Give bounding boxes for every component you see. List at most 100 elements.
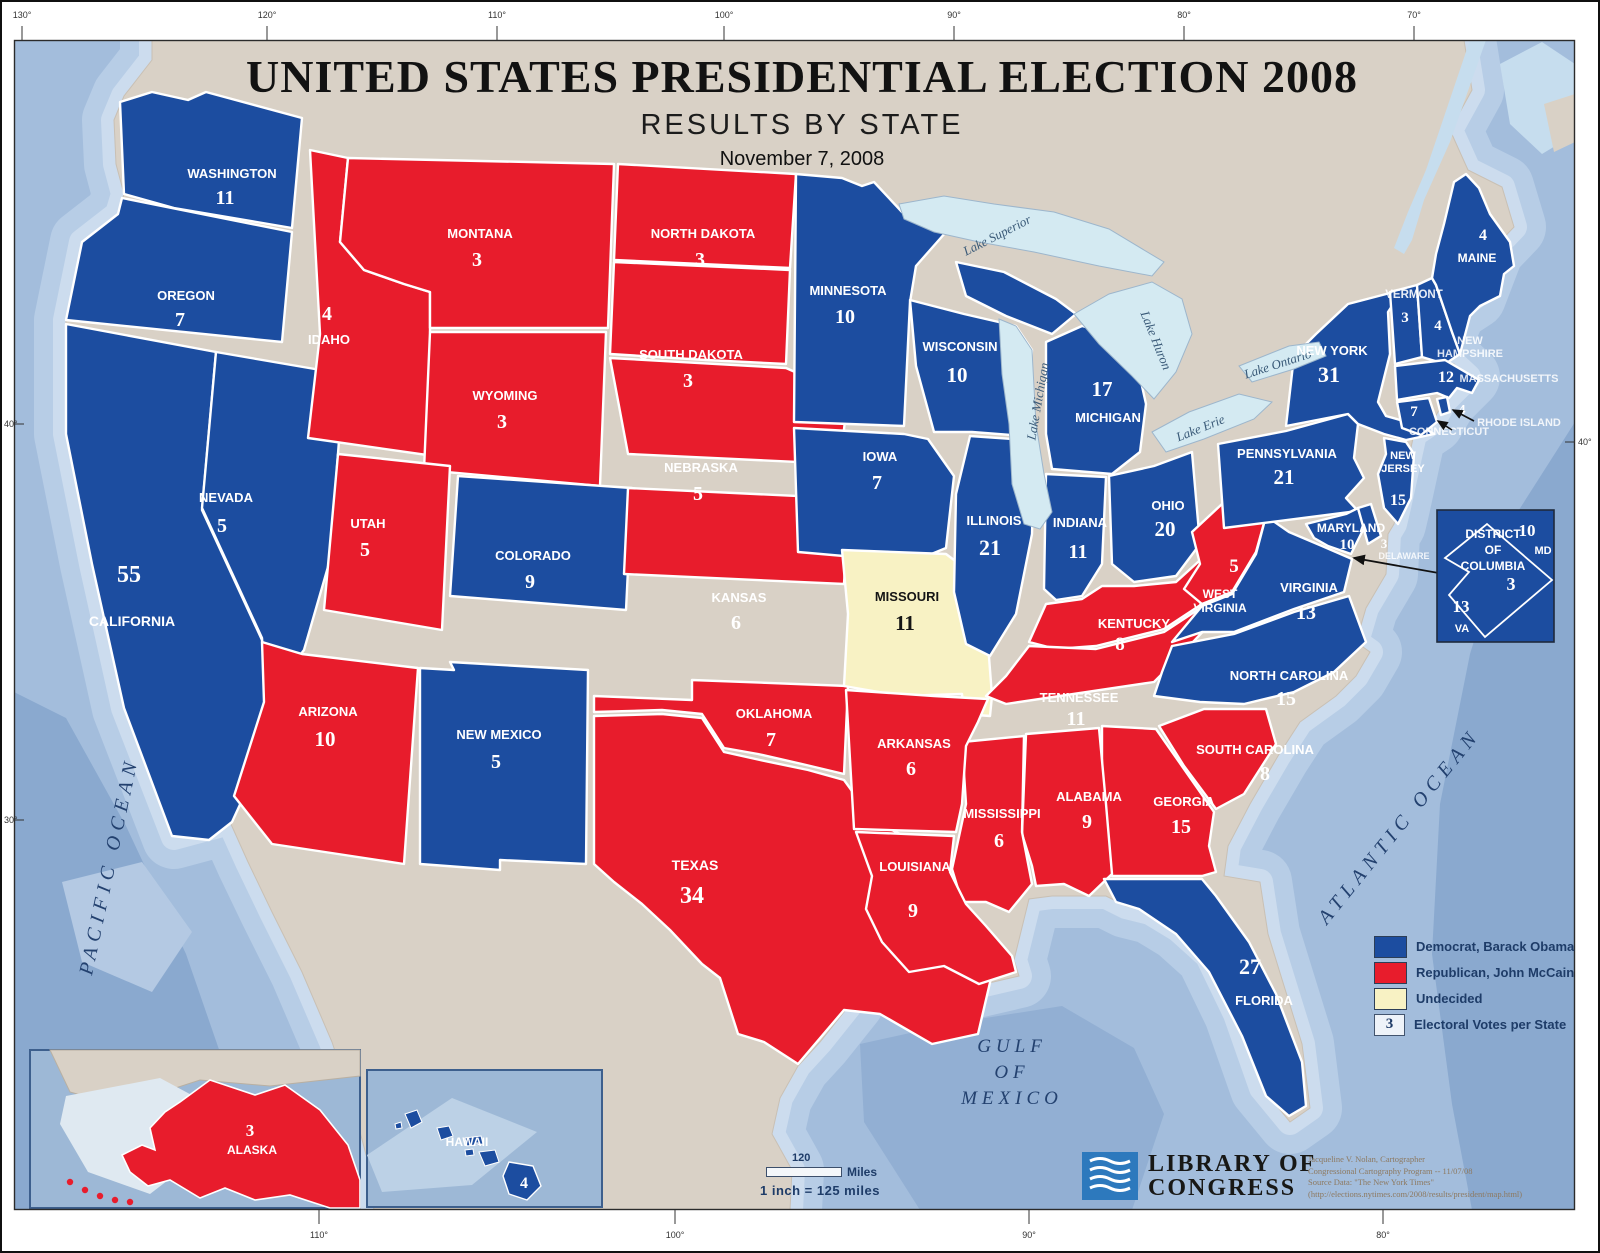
legend-item-republican: Republican, John McCain — [1374, 961, 1575, 984]
state-name-label: MISSISSIPPI — [963, 806, 1040, 821]
state-ev-label: 12 — [1438, 369, 1454, 386]
state-ev-label: 11 — [1067, 708, 1086, 730]
state-name-label: WEST VIRGINIA — [1193, 587, 1247, 615]
nova-scotia-land — [1544, 94, 1575, 152]
state-name-label: ILLINOIS — [967, 513, 1022, 528]
state-name-label: NEW HAMPSHIRE — [1437, 335, 1503, 360]
state-ev-label: 4 — [322, 303, 332, 325]
library-of-congress-wordmark: LIBRARY OF CONGRESS — [1148, 1152, 1316, 1200]
scale-ratio: 1 inch = 125 miles — [760, 1183, 880, 1198]
state-sc — [1157, 707, 1278, 811]
state-name-label: LOUISIANA — [879, 859, 951, 874]
dc-inset-md-ev-label: 10 — [1519, 521, 1536, 540]
state-ev-label: 3 — [1381, 536, 1388, 551]
state-ny — [1284, 291, 1436, 442]
undecided-legend-label: Undecided — [1416, 991, 1483, 1006]
state-ev-label: 3 — [497, 411, 507, 433]
state-ev-label: 27 — [1239, 954, 1261, 979]
state-name-label: MASSACHUSETTS — [1459, 373, 1558, 385]
state-tx — [592, 712, 994, 1066]
state-name-label: OKLAHOMA — [736, 706, 813, 721]
scale-distance: 120 — [792, 1152, 811, 1164]
democrat-legend-label: Democrat, Barack Obama — [1416, 939, 1575, 954]
state-alaska — [120, 1079, 361, 1209]
state-name-label: CALIFORNIA — [89, 613, 175, 629]
state-mt — [338, 156, 616, 330]
state-name-label: ALABAMA — [1056, 789, 1122, 804]
hawaii-name-label: HAWAII — [446, 1135, 489, 1149]
state-ev-label: 9 — [525, 571, 535, 593]
map-neatline — [13, 39, 1576, 1211]
state-name-label: VERMONT — [1385, 289, 1443, 301]
state-ev-label: 10 — [835, 306, 855, 328]
state-ri — [1435, 395, 1452, 417]
state-ev-label: 13 — [1296, 602, 1316, 624]
state-ev-label: 10 — [947, 363, 968, 387]
hawaii-island — [464, 1135, 484, 1147]
alaska-aleutian-island — [66, 1178, 74, 1186]
dc-name-label: OF — [1485, 543, 1502, 557]
graticule-label-bottom: 100° — [666, 1230, 685, 1240]
state-name-label: KENTUCKY — [1098, 616, 1171, 631]
graticule-label-top: 130° — [13, 10, 32, 20]
state-md — [1304, 506, 1366, 556]
scale-bar-rule — [766, 1167, 842, 1177]
electoral-votes-legend-label: Electoral Votes per State — [1414, 1017, 1567, 1032]
state-name-label: CONNECTICUT — [1409, 426, 1489, 438]
graticule-label-bottom: 110° — [310, 1230, 328, 1240]
state-ev-label: 5 — [360, 539, 370, 561]
state-ev-label: 5 — [217, 515, 227, 537]
state-name-label: SOUTH DAKOTA — [639, 347, 743, 362]
state-name-label: IDAHO — [308, 332, 350, 347]
loc-line2: CONGRESS — [1148, 1175, 1297, 1201]
alaska-aleutian-island — [81, 1186, 89, 1194]
state-name-label: ARKANSAS — [877, 736, 951, 751]
state-in — [1042, 472, 1108, 602]
state-ev-label: 7 — [175, 309, 185, 331]
hawaii-island — [394, 1121, 403, 1130]
republican-legend-label: Republican, John McCain — [1416, 965, 1575, 980]
dc-name-label: COLUMBIA — [1461, 559, 1526, 573]
democrat-color-swatch — [1374, 935, 1407, 958]
state-name-label: MARYLAND — [1317, 521, 1386, 535]
state-ev-label: 11 — [1069, 541, 1088, 563]
state-name-label: NEBRASKA — [664, 460, 738, 475]
state-name-label: RHODE ISLAND — [1477, 417, 1561, 429]
state-oh — [1107, 450, 1202, 584]
state-wy — [422, 330, 608, 488]
state-name-label: GEORGIA — [1153, 794, 1215, 809]
state-ev-label: 3 — [1401, 310, 1409, 326]
state-ev-label: 7 — [872, 472, 882, 494]
state-name-label: SOUTH CAROLINA — [1196, 742, 1314, 757]
state-ev-label: 11 — [216, 187, 235, 209]
state-name-label: NORTH CAROLINA — [1230, 668, 1349, 683]
state-name-label: FLORIDA — [1235, 993, 1293, 1008]
lake-lake-michigan — [998, 318, 1053, 530]
state-nm — [418, 660, 590, 872]
state-name-label: INDIANA — [1053, 515, 1108, 530]
state-az — [232, 640, 420, 866]
state-ev-label: 6 — [906, 758, 916, 780]
state-ev-label: 15 — [1276, 688, 1296, 710]
graticule-label-right: 40° — [1578, 437, 1592, 447]
alaska-aleutian-island — [111, 1196, 119, 1204]
pacific-light-patch — [62, 862, 192, 992]
state-name-label: MINNESOTA — [809, 283, 887, 298]
state-name-label: MISSOURI — [875, 589, 939, 604]
state-pa — [1216, 412, 1366, 530]
state-wa — [118, 90, 304, 230]
graticule-label-bottom: 90° — [1022, 1230, 1036, 1240]
state-ev-label: 7 — [766, 729, 776, 751]
state-name-label: ARIZONA — [298, 704, 358, 719]
state-ev-label: 17 — [1092, 377, 1113, 401]
state-ev-label: 4 — [1434, 318, 1442, 334]
state-name-label: TENNESSEE — [1040, 690, 1119, 705]
state-ev-label: 10 — [1340, 537, 1355, 553]
state-ut — [322, 452, 452, 632]
state-va — [1170, 514, 1354, 644]
republican-color-swatch — [1374, 961, 1407, 984]
state-de — [1356, 502, 1383, 546]
state-ev-label: 34 — [680, 883, 704, 909]
hawaii-inset: HAWAII 4 — [366, 1069, 603, 1208]
state-nj — [1376, 436, 1416, 526]
